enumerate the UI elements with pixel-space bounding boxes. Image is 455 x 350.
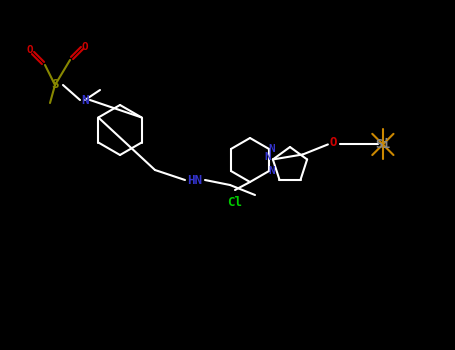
Text: N: N: [269, 166, 275, 176]
Text: O: O: [27, 45, 33, 55]
Text: Si: Si: [375, 138, 390, 151]
Text: N: N: [81, 93, 89, 106]
Text: O: O: [81, 42, 88, 52]
Text: N: N: [264, 153, 271, 162]
Text: O: O: [329, 136, 337, 149]
Text: N: N: [269, 144, 275, 154]
Text: Cl: Cl: [228, 196, 243, 209]
Text: S: S: [51, 78, 59, 91]
Text: HN: HN: [187, 174, 202, 187]
